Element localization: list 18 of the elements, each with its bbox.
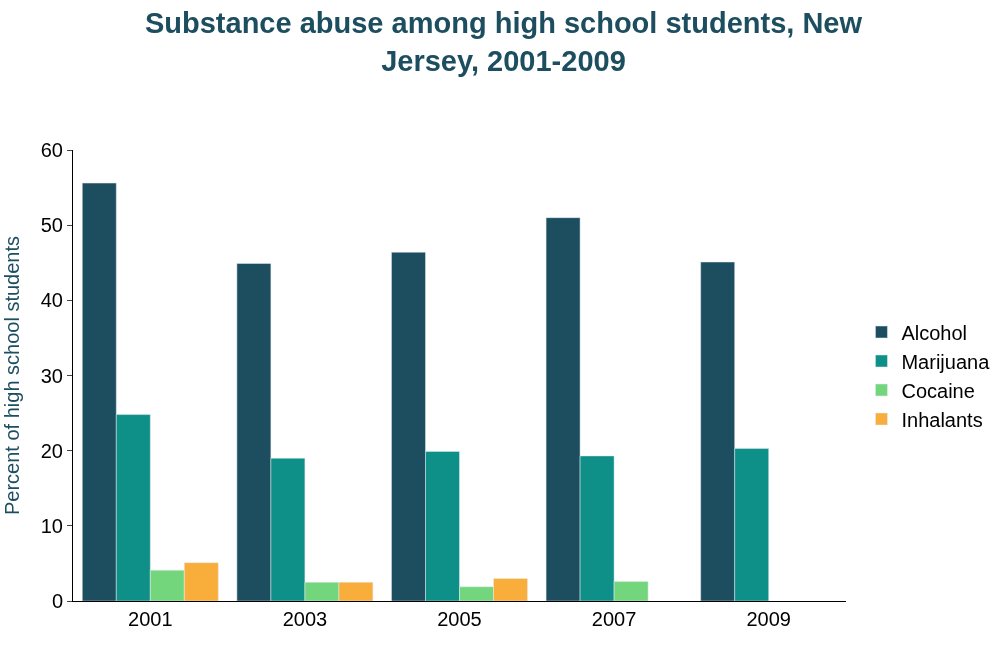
y-tick-label: 10: [40, 514, 63, 537]
y-tick-label: 0: [51, 590, 63, 612]
y-tick-label: 40: [40, 289, 63, 312]
legend-label: Marijuana: [901, 350, 991, 373]
x-tick-label: 2009: [746, 608, 791, 630]
x-tick-label: 2003: [282, 608, 328, 630]
y-tick-label: 60: [40, 139, 63, 161]
legend-label: Inhalants: [901, 408, 983, 431]
x-tick-label: 2005: [437, 608, 482, 630]
x-tick-label: 2001: [128, 608, 173, 630]
legend-label: Cocaine: [901, 379, 975, 402]
legend-label: Alcohol: [901, 321, 968, 344]
chart-title: Substance abuse among high school students, New Jersey, 2001-2009: [144, 6, 863, 77]
y-axis-title: Percent of high school students: [1, 235, 24, 516]
y-tick-label: 20: [40, 439, 63, 462]
y-tick-label: 50: [40, 214, 63, 237]
y-tick-label: 30: [40, 364, 63, 387]
x-tick-label: 2007: [591, 608, 637, 630]
